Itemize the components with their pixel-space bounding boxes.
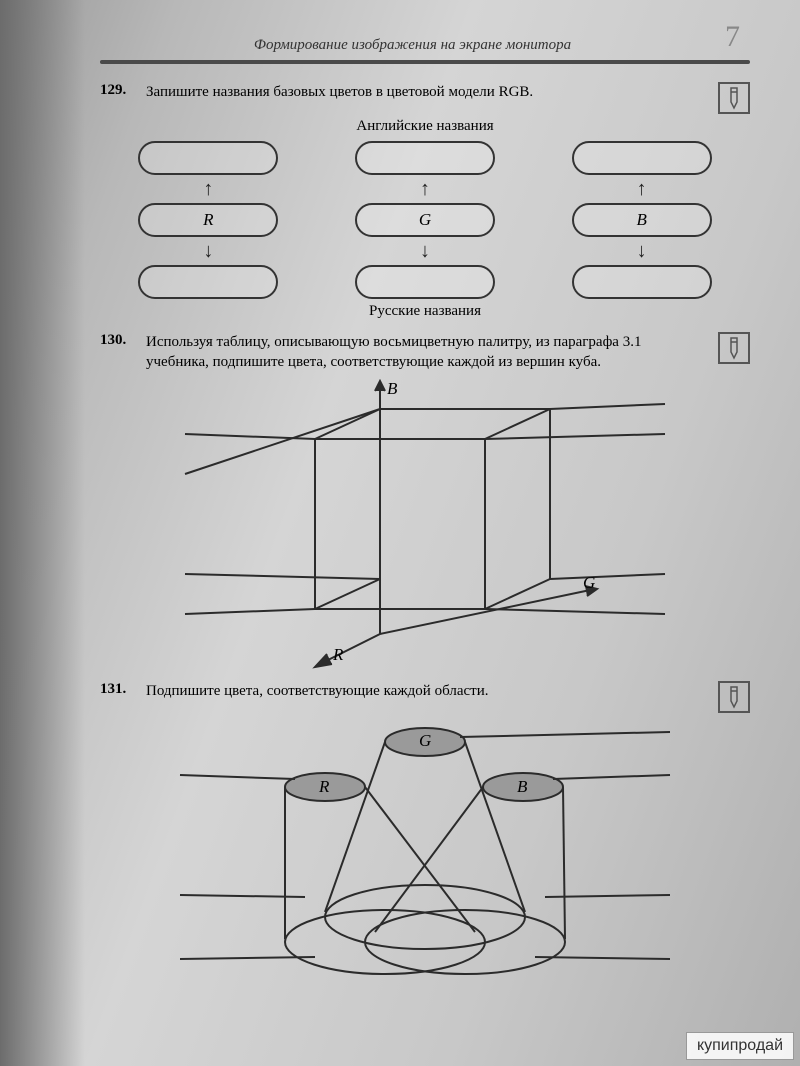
axis-g-label: G — [583, 573, 595, 593]
letter-pill: G — [355, 203, 495, 237]
task-number: 131. — [100, 681, 138, 698]
english-label: Английские названия — [100, 118, 750, 135]
header-rule — [100, 60, 750, 64]
blank-pill — [138, 141, 278, 175]
arrow-up-icon: ↑ — [420, 179, 430, 199]
arrow-down-icon: ↓ — [203, 241, 213, 261]
rgb-col-g: ↑ G ↓ — [355, 141, 495, 299]
watermark: купипродай — [686, 1032, 794, 1060]
blank-pill — [572, 265, 712, 299]
pencil-icon — [718, 82, 750, 114]
rgb-col-r: ↑ R ↓ — [138, 141, 278, 299]
russian-label: Русские названия — [100, 303, 750, 320]
page-number: 7 — [725, 20, 740, 54]
arrow-up-icon: ↑ — [203, 179, 213, 199]
rgb-col-b: ↑ B ↓ — [572, 141, 712, 299]
blank-pill — [355, 265, 495, 299]
page-content: Формирование изображения на экране монит… — [80, 0, 780, 1066]
task-text: Запишите названия базовых цветов в цвето… — [146, 82, 704, 102]
task-130: 130. Используя таблицу, описывающую вось… — [100, 332, 750, 669]
page-gutter-shadow — [0, 0, 85, 1066]
spot-r-label: R — [319, 777, 329, 797]
blank-pill — [138, 265, 278, 299]
arrow-down-icon: ↓ — [420, 241, 430, 261]
task-131: 131. Подпишите цвета, соответствующие ка… — [100, 681, 750, 977]
task-number: 130. — [100, 332, 138, 349]
task-number: 129. — [100, 82, 138, 99]
cube-diagram: B G R — [165, 379, 685, 669]
spot-g-label: G — [419, 731, 431, 751]
blank-pill — [572, 141, 712, 175]
axis-b-label: B — [387, 379, 397, 399]
letter-pill: R — [138, 203, 278, 237]
task-129: 129. Запишите названия базовых цветов в … — [100, 82, 750, 320]
spot-b-label: B — [517, 777, 527, 797]
blank-pill — [355, 141, 495, 175]
rgb-diagram: ↑ R ↓ ↑ G ↓ ↑ B ↓ — [100, 141, 750, 299]
spotlight-diagram: G R B — [165, 717, 685, 977]
letter-pill: B — [572, 203, 712, 237]
task-text: Подпишите цвета, соответствующие каждой … — [146, 681, 704, 701]
pencil-icon — [718, 332, 750, 364]
page-header: Формирование изображения на экране монит… — [100, 20, 750, 60]
axis-r-label: R — [333, 645, 343, 665]
arrow-down-icon: ↓ — [637, 241, 647, 261]
header-title: Формирование изображения на экране монит… — [100, 37, 725, 54]
pencil-icon — [718, 681, 750, 713]
task-text: Используя таблицу, описывающую восьмицве… — [146, 332, 704, 373]
arrow-up-icon: ↑ — [637, 179, 647, 199]
